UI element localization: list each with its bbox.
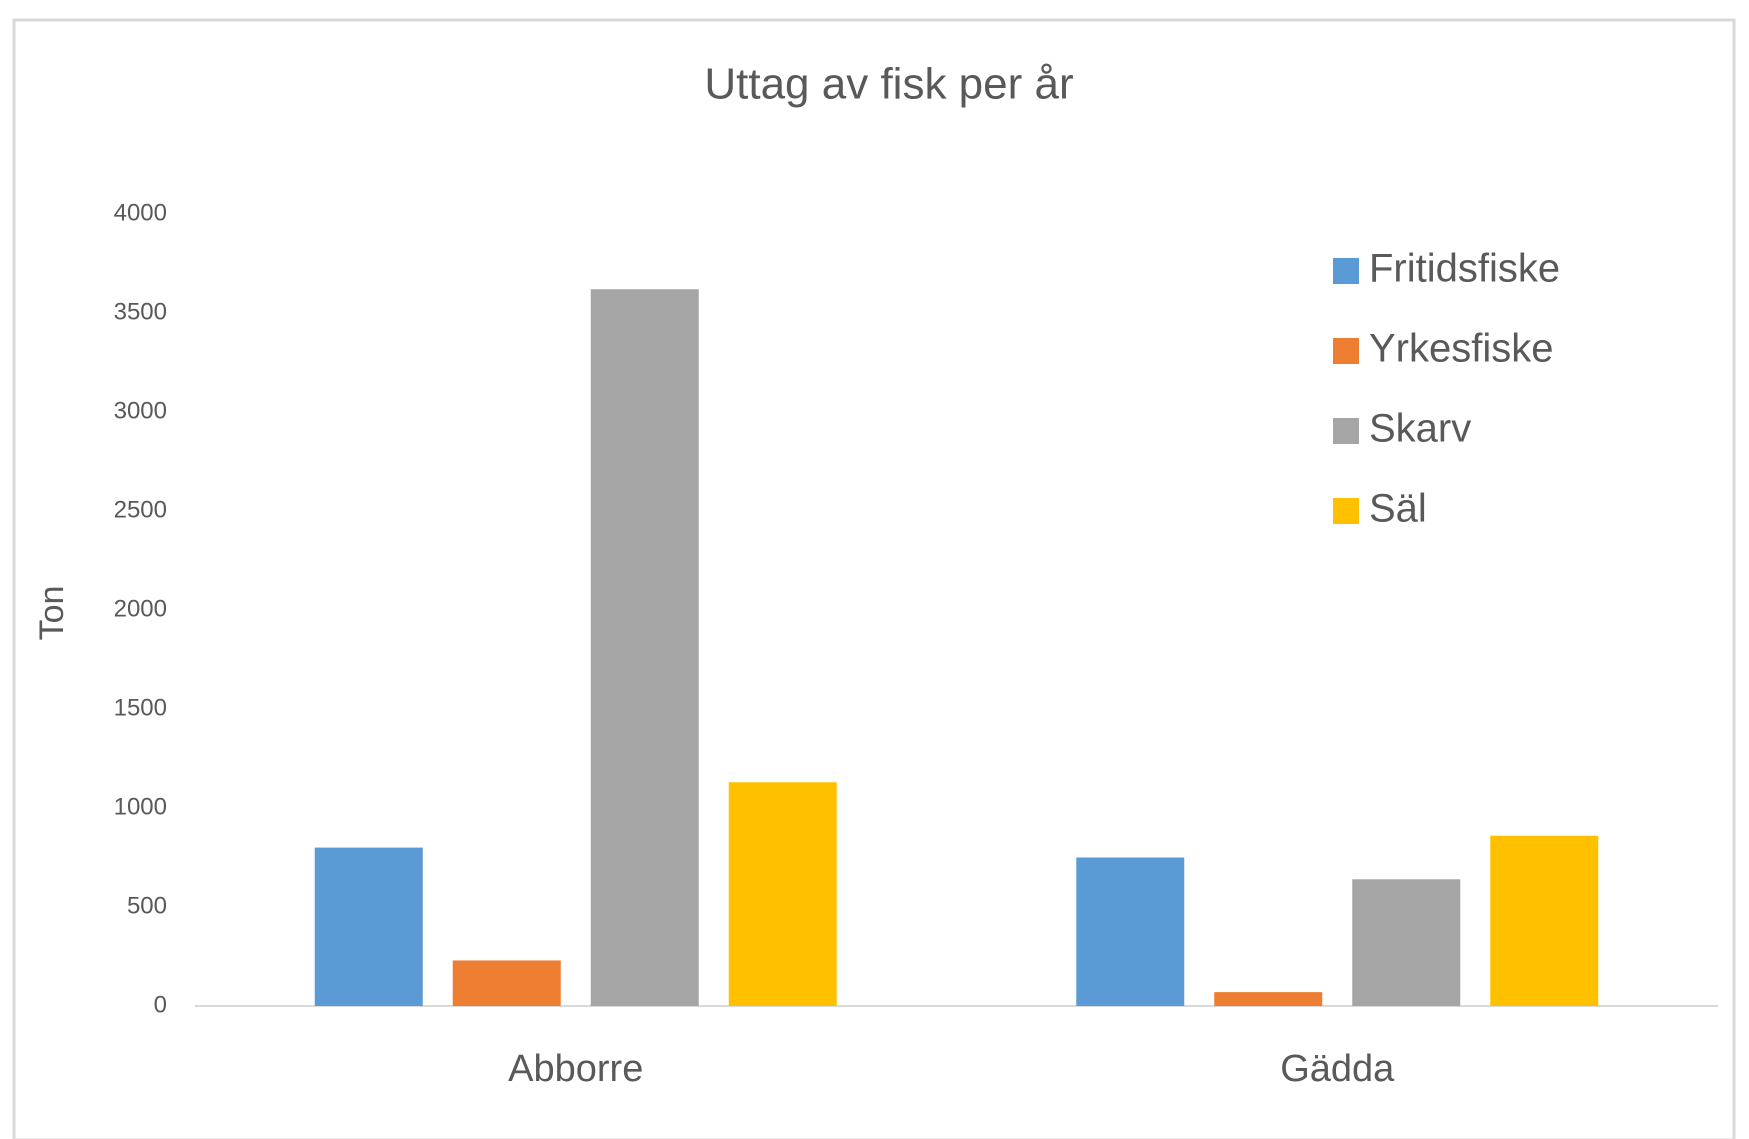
y-tick-label: 2500 [114,496,167,523]
bar [1490,836,1598,1006]
y-axis-label: Ton [33,586,71,641]
chart-frame [14,20,1734,1139]
bar [1076,858,1184,1007]
bar [453,960,561,1006]
legend-label: Skarv [1369,407,1471,451]
y-tick-label: 4000 [114,199,167,226]
legend-swatch [1333,418,1359,444]
bar [729,782,837,1006]
y-tick-label: 3000 [114,397,167,424]
bar [591,289,699,1006]
bar [315,848,423,1006]
y-tick-label: 500 [127,892,167,919]
legend-label: Fritidsfiske [1369,247,1560,291]
legend-swatch [1333,258,1359,284]
bar [1352,879,1460,1006]
y-tick-label: 1500 [114,694,167,721]
bar [1214,992,1322,1006]
legend-label: Säl [1369,487,1427,531]
y-tick-label: 3500 [114,298,167,325]
legend-label: Yrkesfiske [1369,327,1554,371]
y-tick-label: 1000 [114,793,167,820]
chart-title: Uttag av fisk per år [704,60,1073,109]
y-tick-label: 2000 [114,595,167,622]
x-tick-label: Abborre [508,1048,643,1090]
legend-swatch [1333,498,1359,524]
y-tick-label: 0 [154,991,167,1018]
x-tick-label: Gädda [1280,1048,1395,1090]
legend-swatch [1333,338,1359,364]
chart: Uttag av fisk per år Ton 0 500 1000 1500 200… [0,0,1749,1139]
